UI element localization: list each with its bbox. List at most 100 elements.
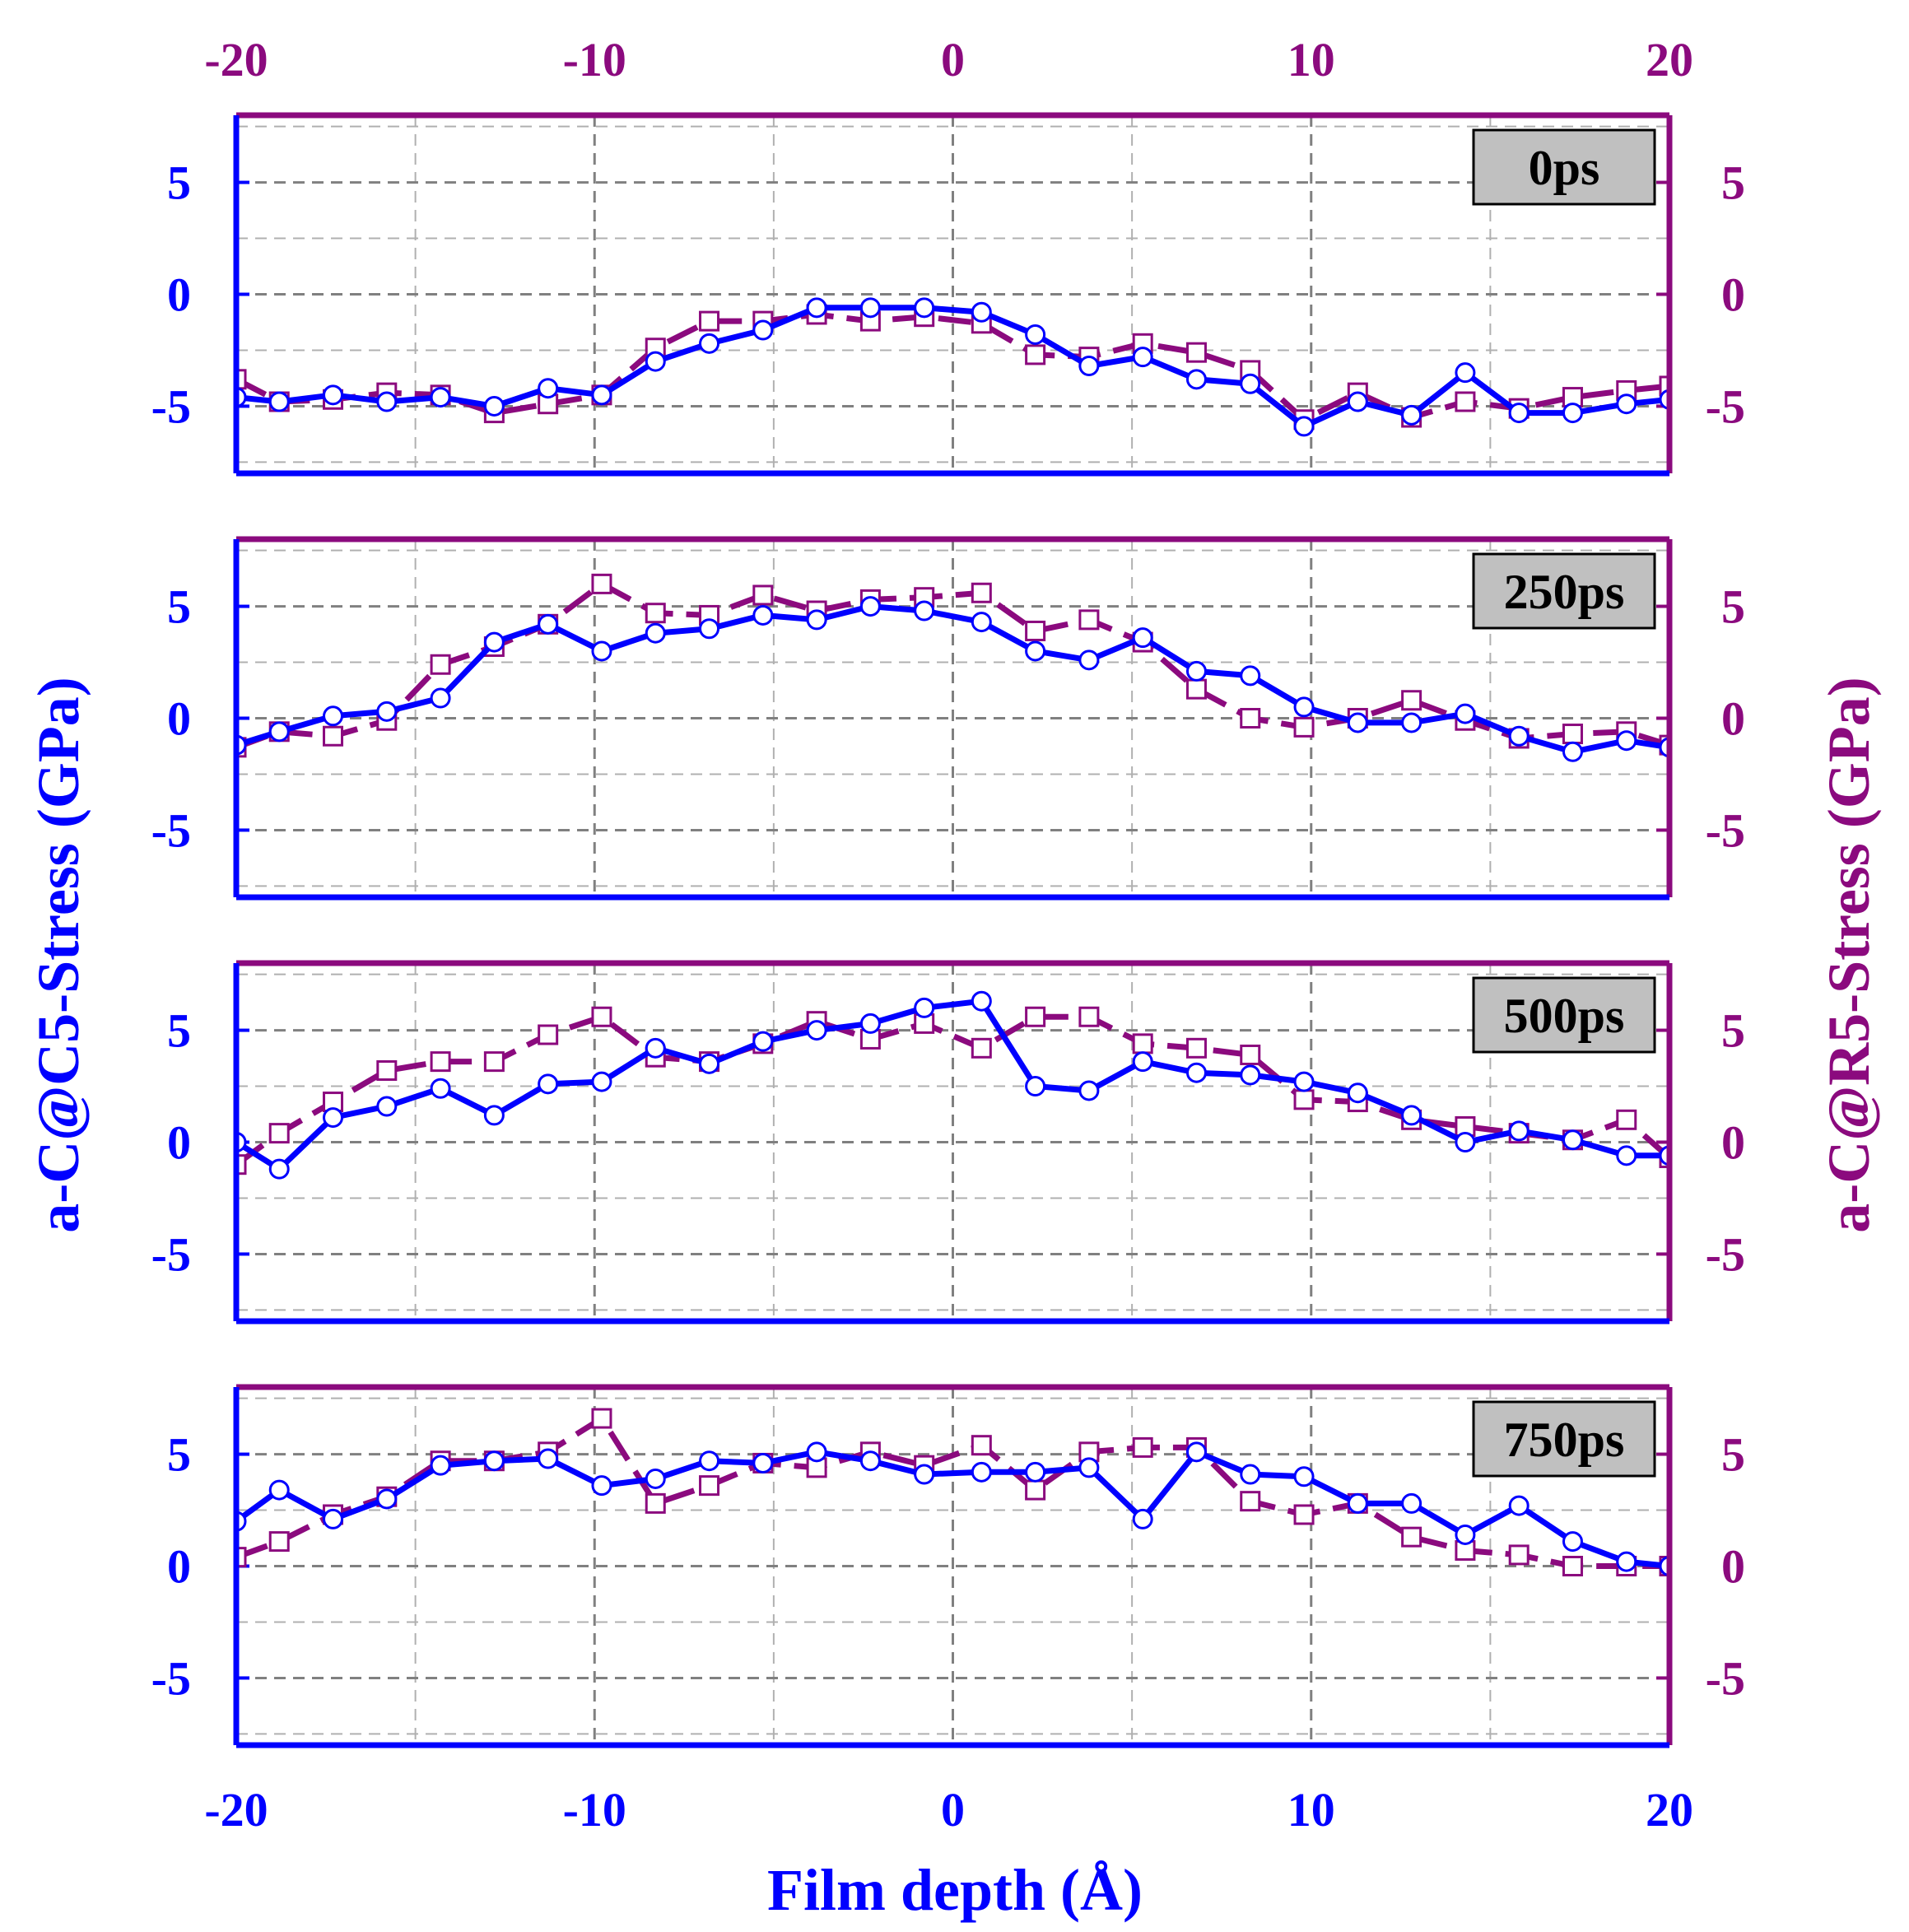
c5-data-point bbox=[914, 1464, 935, 1485]
r5-data-point bbox=[971, 1435, 992, 1456]
left-y-tick-label: -5 bbox=[151, 803, 191, 857]
c5-data-point bbox=[914, 297, 935, 319]
c5-data-point bbox=[806, 1020, 827, 1041]
r5-data-point bbox=[1078, 609, 1100, 631]
c5-data-point bbox=[1347, 391, 1368, 412]
c5-data-point bbox=[1025, 640, 1046, 662]
left-y-tick-label: 5 bbox=[167, 156, 191, 210]
c5-data-point bbox=[859, 297, 881, 319]
right-y-tick-label: -5 bbox=[1706, 379, 1745, 433]
c5-data-point bbox=[1078, 356, 1100, 376]
c5-data-point bbox=[376, 701, 398, 722]
c5-data-point bbox=[1078, 1080, 1100, 1101]
right-y-axis-title: a-C@R5-Stress (GPa) bbox=[1816, 677, 1882, 1233]
c5-data-point bbox=[1562, 741, 1583, 762]
r5-data-point bbox=[1616, 1109, 1637, 1130]
panel-250ps: 5 5 0 0 -5 -5 250ps bbox=[151, 536, 1745, 901]
c5-data-point bbox=[483, 1450, 505, 1472]
right-y-tick-label: 0 bbox=[1721, 692, 1745, 746]
right-y-tick-label: 5 bbox=[1721, 1004, 1745, 1058]
c5-data-point bbox=[1132, 347, 1153, 368]
c5-data-point bbox=[1562, 1129, 1583, 1151]
r5-data-point bbox=[1562, 724, 1583, 745]
right-y-tick-label: 5 bbox=[1721, 1428, 1745, 1482]
c5-data-point bbox=[591, 1475, 612, 1497]
c5-data-point bbox=[1347, 712, 1368, 733]
c5-data-point bbox=[268, 1479, 290, 1501]
c5-data-point bbox=[645, 1468, 666, 1489]
c5-data-point bbox=[323, 1508, 344, 1529]
c5-data-point bbox=[268, 391, 290, 412]
panel-label-badge: 750ps bbox=[1472, 1400, 1656, 1478]
c5-data-point bbox=[1240, 1064, 1261, 1086]
c5-data-point bbox=[752, 604, 774, 626]
c5-data-point bbox=[1616, 393, 1637, 415]
c5-data-point bbox=[1616, 1145, 1637, 1166]
c5-data-point bbox=[430, 1455, 451, 1476]
c5-data-point bbox=[1132, 627, 1153, 649]
r5-data-point bbox=[645, 603, 666, 624]
left-y-tick-label: 0 bbox=[167, 268, 191, 322]
c5-data-point bbox=[1616, 1551, 1637, 1572]
x-axis-title: Film depth (Å) bbox=[767, 1857, 1143, 1923]
gridlines bbox=[236, 1387, 1669, 1745]
r5-data-point bbox=[236, 1154, 247, 1175]
left-y-tick-label: 0 bbox=[167, 692, 191, 746]
c5-data-point bbox=[1293, 416, 1315, 437]
left-y-tick-label: 0 bbox=[167, 1540, 191, 1594]
r5-data-point bbox=[591, 1006, 612, 1027]
c5-data-point bbox=[323, 1107, 344, 1129]
panel-label: 250ps bbox=[1504, 565, 1625, 619]
panel-500ps: 5 5 0 0 -5 -5 500ps bbox=[151, 960, 1745, 1324]
r5-data-point bbox=[1078, 1006, 1100, 1027]
c5-data-point bbox=[806, 609, 827, 631]
r5-series-line bbox=[236, 1013, 1669, 1167]
c5-data-point bbox=[1185, 1441, 1207, 1463]
c5-data-point bbox=[1347, 1492, 1368, 1514]
panel-label: 750ps bbox=[1504, 1413, 1625, 1467]
c5-data-point bbox=[645, 1037, 666, 1059]
c5-data-point bbox=[699, 1450, 720, 1472]
c5-series-line bbox=[236, 603, 1669, 755]
r5-data-point bbox=[1293, 1504, 1315, 1525]
series-group bbox=[236, 573, 1669, 762]
panel-label: 0ps bbox=[1529, 141, 1600, 195]
c5-data-point bbox=[1293, 696, 1315, 718]
c5-data-point bbox=[1562, 403, 1583, 424]
r5-data-point bbox=[1240, 1491, 1261, 1512]
panel-0ps: 5 5 0 0 -5 -5 0ps bbox=[151, 112, 1745, 477]
c5-data-point bbox=[538, 613, 559, 635]
bottom-x-tick-label: -20 bbox=[204, 1783, 268, 1837]
top-x-tick-label: -20 bbox=[204, 33, 268, 86]
right-y-tick-label: 5 bbox=[1721, 156, 1745, 210]
r5-data-point bbox=[699, 1475, 720, 1497]
c5-data-point bbox=[971, 301, 992, 323]
c5-data-point bbox=[1455, 703, 1476, 724]
c5-data-point bbox=[1240, 665, 1261, 687]
c5-data-point bbox=[483, 395, 505, 417]
panel-label-box bbox=[1472, 128, 1656, 206]
c5-data-point bbox=[859, 1013, 881, 1034]
r5-data-point bbox=[1659, 375, 1669, 397]
right-y-tick-label: 0 bbox=[1721, 1540, 1745, 1594]
c5-data-point bbox=[1401, 1105, 1422, 1126]
c5-data-point bbox=[1025, 1461, 1046, 1483]
bottom-x-tick-label: 10 bbox=[1287, 1783, 1335, 1837]
right-y-tick-label: 0 bbox=[1721, 1116, 1745, 1170]
c5-data-point bbox=[859, 596, 881, 617]
r5-data-point bbox=[430, 654, 451, 675]
c5-data-point bbox=[591, 640, 612, 662]
r5-data-point bbox=[483, 1051, 505, 1073]
right-y-tick-label: -5 bbox=[1706, 1651, 1745, 1705]
c5-data-point bbox=[430, 1078, 451, 1099]
panels: 5 5 0 0 -5 -5 0ps 5 5 0 0 -5 -5 250ps 5 5 0 0 -5 -5 500ps 5 5 0… bbox=[151, 112, 1745, 1748]
c5-data-point bbox=[591, 384, 612, 406]
r5-data-point bbox=[1293, 716, 1315, 738]
r5-data-point bbox=[1240, 1044, 1261, 1065]
c5-data-point bbox=[752, 1452, 774, 1473]
c5-data-point bbox=[1293, 1466, 1315, 1487]
c5-data-point bbox=[538, 1073, 559, 1095]
c5-data-point bbox=[268, 721, 290, 743]
bottom-x-tick-label: -10 bbox=[563, 1783, 626, 1837]
